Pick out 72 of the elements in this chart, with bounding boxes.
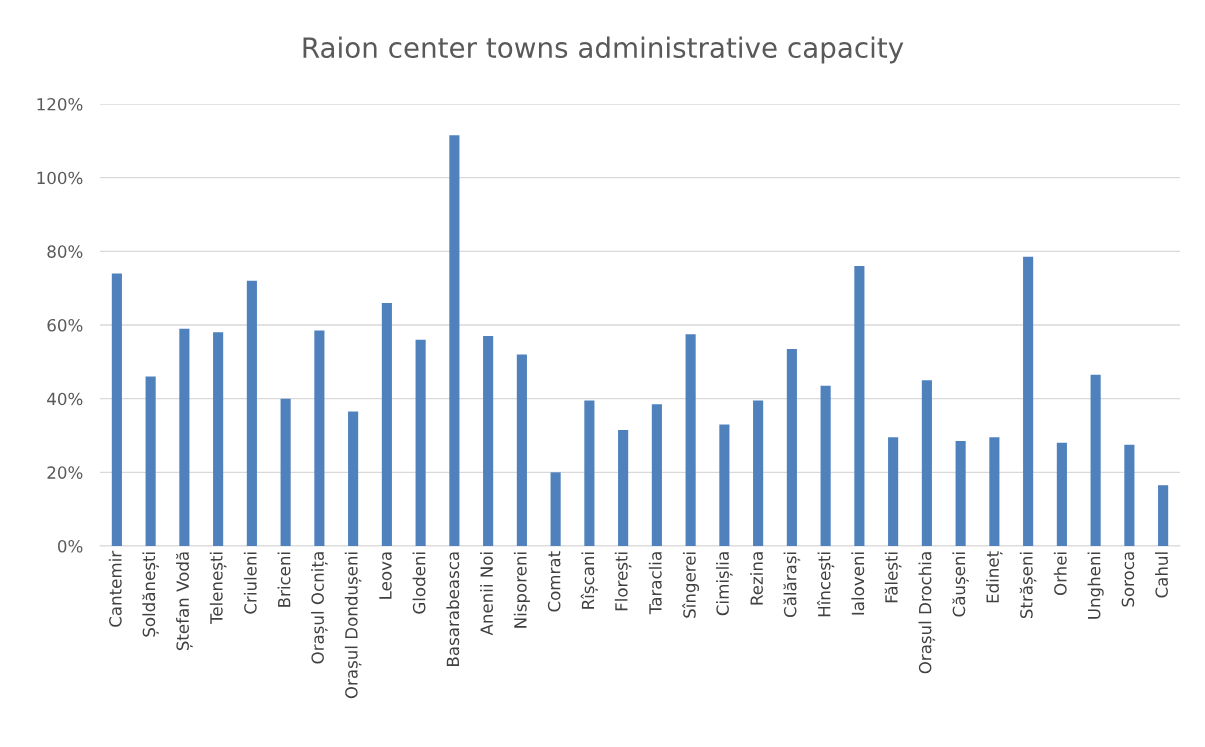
x-tick-label: Briceni [277,552,291,607]
bar [415,339,426,546]
bar [921,380,932,546]
x-tick-label: Ungheni [1087,552,1104,619]
bar [1090,374,1101,546]
bar [111,273,122,546]
bar [584,400,595,546]
y-tick-label: 80% [47,245,83,258]
x-tick-label: Căușeni [952,552,969,617]
x-tick-label: Basarabeasca [446,552,460,666]
bar [1056,442,1067,546]
chart-title: Raion center towns administrative capacity [303,36,904,64]
x-tick-label: Rezina [750,552,763,605]
bar [955,441,966,546]
x-tick-label: Leova [379,552,392,599]
bar [1023,256,1034,546]
x-tick-label: Ialoveni [851,552,865,615]
x-tick-label: Orașul Dondușeni [344,552,362,699]
y-tick-label: 40% [47,392,83,406]
x-tick-label: Ștefan Vodă [176,552,193,651]
x-tick-label: Comrat [547,551,561,612]
bar [753,400,764,546]
x-tick-label: Taraclia [648,552,662,615]
x-tick-label: Orașul Ocnița [311,552,328,664]
bar [213,332,224,546]
x-tick-label: Hîncești [816,552,835,617]
bar [1158,485,1169,546]
bar [820,385,831,546]
x-tick-label: Soroca [1121,552,1135,607]
bar [145,376,156,546]
bar [483,336,494,546]
bar [618,429,629,546]
bar [989,437,1000,546]
bar [314,330,325,546]
x-tick-label: Glodeni [412,552,426,614]
x-tick-label: Telenești [209,552,227,625]
bar [550,472,561,546]
y-tick-label: 60% [47,318,83,332]
x-tick-label: Sîngerei [682,552,700,618]
x-tick-label: Strășeni [1019,552,1037,619]
x-tick-label: Anenii Noi [480,552,493,636]
bar [449,135,460,546]
bar [651,404,662,546]
bar [1124,444,1135,546]
x-tick-label: Florești [614,552,632,611]
bar [854,266,865,546]
y-tick-label: 120% [37,97,83,111]
x-tick-label: Fălești [884,552,902,603]
bar [516,354,527,546]
x-tick-label: Cahul [1155,552,1168,598]
bar [246,280,257,546]
x-tick-label: Cantemir [108,550,122,627]
x-tick-label: Criuleni [243,552,257,614]
bar [348,411,359,546]
bar [179,328,190,546]
y-tick-label: 0% [57,539,83,553]
y-tick-label: 100% [37,171,83,185]
bar [719,424,730,546]
x-tick-label: Orhei [1053,552,1067,596]
x-tick-label: Nisporeni [513,552,530,628]
x-tick-label: Cimișlia [716,552,733,616]
bar [685,334,696,546]
bar [888,437,899,546]
x-tick-label: Orașul Drochia [918,552,936,674]
bar [786,348,797,546]
x-tick-label: Rîșcani [580,552,599,609]
y-tick-label: 20% [47,466,83,479]
x-tick-label: Edineț [986,551,1003,603]
x-tick-label: Călărași [783,552,801,617]
bar [280,398,291,546]
x-tick-label: Șoldănești [142,552,159,637]
bar [381,302,392,546]
